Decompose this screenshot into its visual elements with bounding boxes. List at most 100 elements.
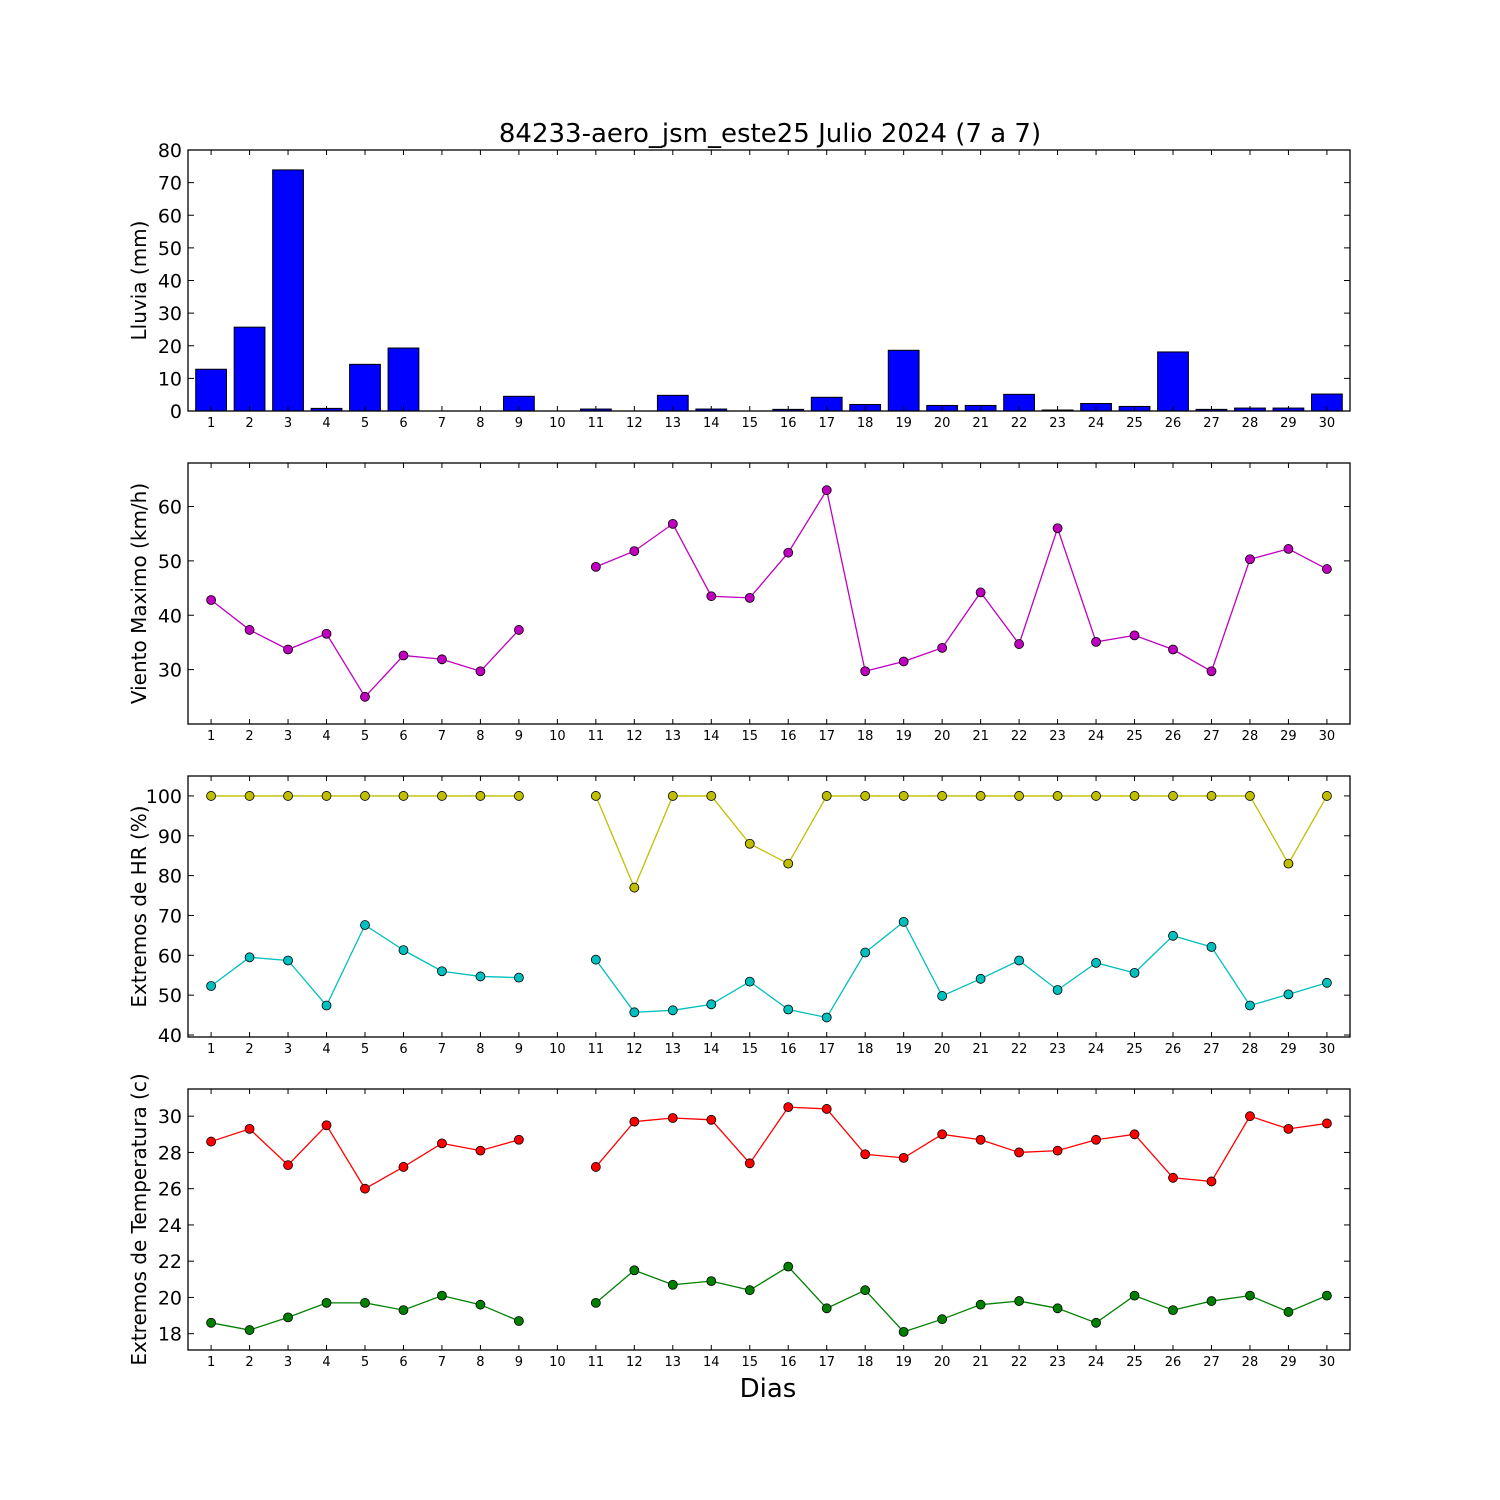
point-series2-day-8 (475, 1299, 486, 1310)
xtick-label: 10 (549, 1355, 566, 1370)
xtick-label: 26 (1165, 1042, 1182, 1057)
xtick-label: 22 (1011, 416, 1028, 431)
point-series2-day-23 (1052, 1303, 1063, 1314)
xtick-label: 19 (895, 416, 912, 431)
xtick-label: 28 (1242, 1355, 1259, 1370)
point-series2-day-7 (437, 1290, 447, 1301)
xtick-label: 6 (399, 1042, 407, 1057)
xtick-label: 23 (1049, 729, 1066, 744)
series-line-1 (211, 795, 1328, 890)
point-series1-day-29 (1283, 1123, 1294, 1134)
xtick-label: 14 (703, 416, 720, 431)
xtick-label: 1 (207, 1042, 215, 1057)
xtick-label: 19 (895, 1355, 912, 1370)
xtick-label: 26 (1165, 729, 1182, 744)
point-series2-day-14 (706, 1276, 717, 1287)
xtick-label: 5 (361, 1355, 369, 1370)
point-series2-day-27 (1206, 942, 1217, 952)
ytick-label: 50 (158, 985, 182, 1007)
xtick-label: 22 (1011, 1042, 1028, 1057)
ytick-label: 50 (158, 551, 182, 573)
point-series2-day-6 (398, 1305, 409, 1316)
point-series1-day-26 (1168, 1172, 1178, 1183)
xtick-label: 1 (207, 729, 215, 744)
ytick-label: 20 (158, 336, 182, 358)
xtick-label: 30 (1319, 1355, 1336, 1370)
ytick-label: 40 (158, 605, 182, 627)
point-series1-day-2 (244, 791, 255, 801)
xtick-label: 4 (322, 1355, 330, 1370)
series-line-1 (210, 1106, 1328, 1190)
point-series1-day-6 (398, 1162, 409, 1172)
xtick-label: 16 (780, 729, 797, 744)
ytick-label: 28 (158, 1142, 182, 1164)
point-series1-day-30 (1322, 791, 1332, 801)
point-series2-day-25 (1129, 967, 1140, 978)
axes-frame (187, 1088, 1351, 1351)
point-series2-day-17 (821, 1303, 832, 1314)
xtick-label: 12 (626, 729, 643, 744)
point-series1-day-28 (1245, 554, 1255, 565)
point-series2-day-28 (1245, 1000, 1255, 1011)
point-series2-day-8 (475, 971, 486, 982)
xtick-label: 11 (588, 729, 605, 744)
y-axis-label: Viento Maximo (km/h) (127, 483, 151, 704)
xtick-label: 11 (588, 1042, 605, 1057)
point-series1-day-7 (437, 791, 447, 801)
xtick-label: 27 (1203, 1355, 1220, 1370)
point-series1-day-13 (667, 1113, 678, 1123)
xtick-label: 4 (322, 1042, 330, 1057)
xtick-label: 15 (741, 729, 758, 744)
point-series1-day-26 (1168, 644, 1178, 655)
point-series2-day-11 (590, 1297, 601, 1308)
xtick-label: 3 (284, 1042, 292, 1057)
point-series1-day-13 (667, 519, 678, 529)
ytick-label: 60 (158, 945, 182, 967)
xtick-label: 9 (515, 729, 523, 744)
ytick-label: 80 (158, 866, 182, 888)
point-series2-day-18 (860, 947, 871, 958)
xtick-label: 14 (703, 1355, 720, 1370)
point-series2-day-2 (244, 1325, 255, 1335)
point-series2-day-5 (360, 920, 370, 930)
point-series1-day-14 (706, 791, 717, 801)
point-series2-day-29 (1283, 989, 1294, 1000)
xtick-label: 16 (780, 416, 797, 431)
point-series1-day-13 (667, 791, 678, 801)
point-series1-day-25 (1129, 630, 1140, 641)
xtick-label: 7 (438, 1042, 446, 1057)
point-series2-day-28 (1245, 1290, 1255, 1301)
point-series1-day-5 (360, 1183, 370, 1194)
ytick-label: 60 (158, 205, 182, 227)
xtick-label: 17 (818, 729, 835, 744)
xtick-label: 23 (1049, 416, 1066, 431)
xtick-label: 25 (1126, 416, 1143, 431)
point-series1-day-1 (206, 1136, 216, 1147)
point-series1-day-9 (514, 791, 524, 801)
point-series1-day-4 (321, 1120, 332, 1131)
point-series1-day-9 (514, 625, 524, 635)
point-series1-day-3 (283, 791, 293, 801)
xtick-label: 16 (780, 1355, 797, 1370)
point-series2-day-20 (937, 991, 948, 1001)
point-series1-day-7 (437, 1138, 447, 1149)
xtick-label: 23 (1049, 1355, 1066, 1370)
xtick-label: 24 (1088, 416, 1105, 431)
point-series2-day-25 (1129, 1290, 1140, 1301)
xtick-label: 13 (665, 1042, 682, 1057)
xtick-label: 2 (245, 416, 253, 431)
xtick-label: 24 (1088, 1355, 1105, 1370)
xtick-label: 30 (1319, 729, 1336, 744)
point-series1-day-27 (1206, 1176, 1217, 1187)
bar-day-19 (887, 349, 920, 412)
point-series2-day-13 (667, 1005, 678, 1016)
point-series1-day-20 (937, 791, 948, 801)
point-series1-day-11 (590, 561, 601, 572)
xtick-label: 18 (857, 1355, 874, 1370)
point-series2-day-1 (206, 981, 216, 991)
point-series1-day-15 (744, 592, 755, 603)
point-series2-day-9 (514, 1316, 524, 1326)
xtick-label: 18 (857, 729, 874, 744)
point-series1-day-8 (475, 791, 486, 801)
